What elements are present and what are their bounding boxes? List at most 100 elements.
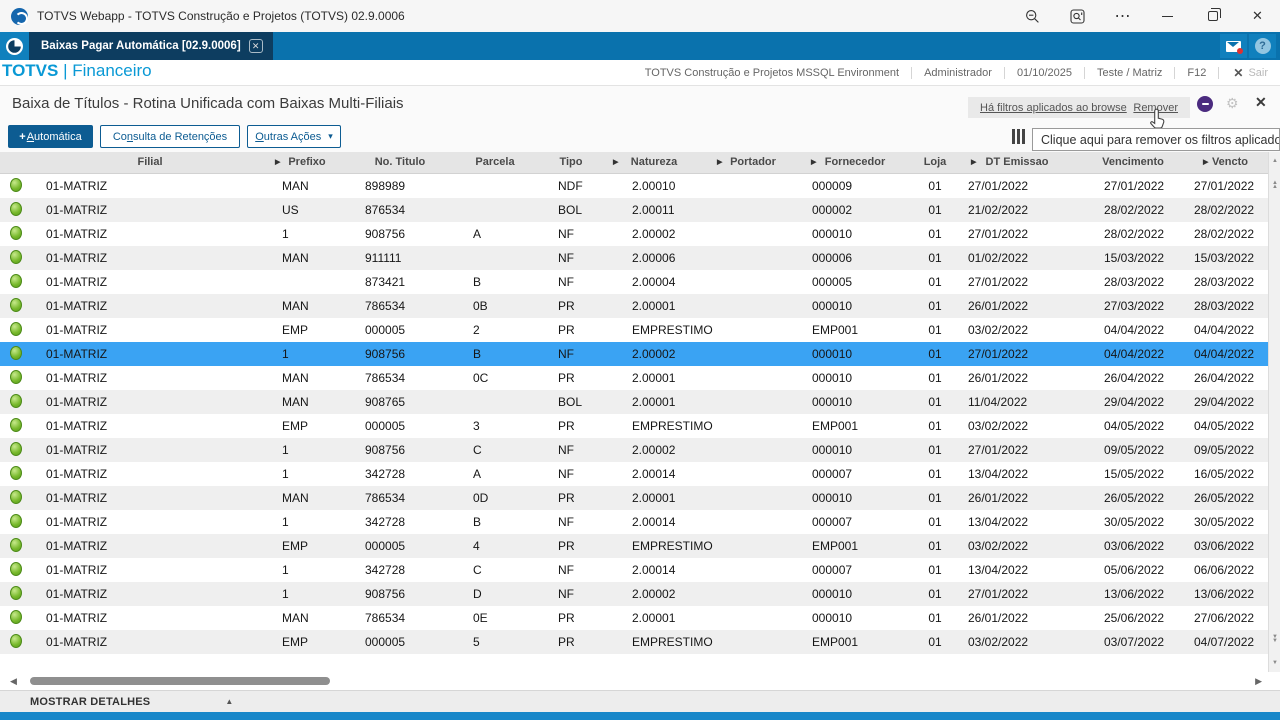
cell-vencto-real: 09/05/2022 [1192,438,1268,462]
table-row[interactable]: 01-MATRIZ1342728ANF2.000140000070113/04/… [0,462,1268,486]
scroll-left-icon[interactable]: ◀ [10,676,17,687]
column-header-status[interactable] [0,152,36,173]
scroll-right-icon[interactable]: ▶ [1255,676,1262,687]
column-header-vencimento[interactable]: Vencimento [1074,152,1192,173]
automatica-button[interactable]: +Automática [8,125,93,148]
table-row[interactable]: 01-MATRIZ1908756CNF2.000020000100127/01/… [0,438,1268,462]
table-row[interactable]: 01-MATRIZMAN7865340BPR2.000010000100126/… [0,294,1268,318]
purple-badge-icon[interactable] [1197,96,1213,112]
mostrar-detalhes-bar[interactable]: MOSTRAR DETALHES ▲ [0,690,1280,712]
column-header-filial[interactable]: Filial [36,152,264,173]
column-header-tipo[interactable]: Tipo [540,152,602,173]
cell-parcela: 2 [450,318,540,342]
tab-label: Baixas Pagar Automática [02.9.0006] [41,40,241,52]
cell-dt-emissao: 27/01/2022 [960,174,1074,198]
cell-fornecedor: 000007 [800,462,910,486]
cell-parcela: B [450,342,540,366]
page-up-icon[interactable]: ▲▲ [1269,178,1280,192]
table-row[interactable]: 01-MATRIZ1342728CNF2.000140000070113/04/… [0,558,1268,582]
cell-tipo: PR [540,414,602,438]
page-down-icon[interactable]: ▼▼ [1269,632,1280,646]
table-row[interactable]: 01-MATRIZEMP0000054PREMPRESTIMOEMP001010… [0,534,1268,558]
table-row[interactable]: 01-MATRIZMAN7865340DPR2.000010000100126/… [0,486,1268,510]
cell-portador [706,174,800,198]
minimize-button[interactable] [1145,0,1190,32]
column-header-no-titulo[interactable]: No. Titulo [350,152,450,173]
tab-baixas-pagar-automatica[interactable]: Baixas Pagar Automática [02.9.0006] ✕ [29,32,273,60]
cell-fornecedor: 000010 [800,390,910,414]
cell-dt-emissao: 27/01/2022 [960,342,1074,366]
column-header-portador[interactable]: ▶Portador [706,152,800,173]
table-row[interactable]: 01-MATRIZ873421BNF2.000040000050127/01/2… [0,270,1268,294]
table-row[interactable]: 01-MATRIZMAN908765BOL2.000010000100111/0… [0,390,1268,414]
table-row[interactable]: 01-MATRIZMAN7865340EPR2.000010000100126/… [0,606,1268,630]
outras-acoes-button[interactable]: Outras Ações ▾ [247,125,341,148]
column-config-icon[interactable] [1012,129,1025,144]
cell-parcela: B [450,270,540,294]
table-row[interactable]: 01-MATRIZMAN898989NDF2.000100000090127/0… [0,174,1268,198]
status-green-icon [10,250,22,264]
zoom-out-icon[interactable] [1010,0,1055,32]
cell-prefixo: MAN [264,246,350,270]
exit-button[interactable]: ✕ Sair [1219,66,1272,80]
cell-titulo: 908765 [350,390,450,414]
more-options-icon[interactable]: ⋯ [1100,0,1145,32]
bottom-accent-strip [0,712,1280,720]
vertical-scrollbar[interactable]: ▲ ▲▲ ▼▼ ▼ [1268,152,1280,672]
cell-portador [706,582,800,606]
scroll-down-icon[interactable]: ▼ [1269,656,1280,670]
cell-portador [706,414,800,438]
cell-fornecedor: 000007 [800,510,910,534]
horizontal-scrollbar[interactable]: ◀ ▶ [0,674,1280,688]
table-row[interactable]: 01-MATRIZUS876534BOL2.000110000020121/02… [0,198,1268,222]
help-icon[interactable]: ? [1249,34,1276,58]
cell-vencto-real: 16/05/2022 [1192,462,1268,486]
column-header-fornecedor[interactable]: ▶Fornecedor [800,152,910,173]
cell-vencto-real: 29/04/2022 [1192,390,1268,414]
column-header-loja[interactable]: Loja [910,152,960,173]
tab-close-icon[interactable]: ✕ [249,39,263,53]
cell-tipo: NF [540,558,602,582]
cell-tipo: BOL [540,390,602,414]
window-close-button[interactable]: ✕ [1235,0,1280,32]
table-row[interactable]: 01-MATRIZEMP0000052PREMPRESTIMOEMP001010… [0,318,1268,342]
table-row[interactable]: 01-MATRIZEMP0000055PREMPRESTIMOEMP001010… [0,630,1268,654]
column-header-prefixo[interactable]: ▶Prefixo [264,152,350,173]
restore-button[interactable] [1190,0,1235,32]
scroll-up-icon[interactable]: ▲ [1269,154,1280,168]
cell-tipo: NF [540,246,602,270]
consulta-retencoes-button[interactable]: Consulta de Retenções [100,125,240,148]
table-row[interactable]: 01-MATRIZMAN911111NF2.000060000060101/02… [0,246,1268,270]
cell-filial: 01-MATRIZ [36,294,264,318]
cell-portador [706,198,800,222]
gear-icon[interactable]: ⚙ [1226,95,1239,112]
notification-mail-icon[interactable] [1220,34,1247,58]
filters-applied-link[interactable]: Há filtros aplicados ao browse [980,102,1127,114]
cell-loja: 01 [910,294,960,318]
cell-natureza: 2.00002 [602,342,706,366]
cell-titulo: 786534 [350,294,450,318]
table-row[interactable]: 01-MATRIZ1342728BNF2.000140000070113/04/… [0,510,1268,534]
horizontal-scroll-thumb[interactable] [30,677,330,685]
table-row[interactable]: 01-MATRIZMAN7865340CPR2.000010000100126/… [0,366,1268,390]
column-header-vencto[interactable]: ▶Vencto [1192,152,1268,173]
column-header-parcela[interactable]: Parcela [450,152,540,173]
cell-vencto-real: 27/01/2022 [1192,174,1268,198]
routine-close-icon[interactable]: ✕ [1255,94,1267,111]
column-header-natureza[interactable]: ▶Natureza [602,152,706,173]
status-cell [0,366,36,390]
cell-vencimento: 28/02/2022 [1074,198,1192,222]
column-header-dt-emissao[interactable]: ▶DT Emissao [960,152,1074,173]
totvs-logo-icon[interactable] [0,32,29,60]
table-row[interactable]: 01-MATRIZEMP0000053PREMPRESTIMOEMP001010… [0,414,1268,438]
table-row[interactable]: 01-MATRIZ1908756ANF2.000020000100127/01/… [0,222,1268,246]
table-row[interactable]: 01-MATRIZ1908756DNF2.000020000100127/01/… [0,582,1268,606]
cell-fornecedor: 000010 [800,222,910,246]
status-green-icon [10,610,22,624]
cell-natureza: EMPRESTIMO [602,630,706,654]
table-row[interactable]: 01-MATRIZ1908756BNF2.000020000100127/01/… [0,342,1268,366]
environment-info: TOTVS Construção e Projetos MSSQL Enviro… [633,60,1272,85]
cell-titulo: 908756 [350,222,450,246]
find-in-window-icon[interactable] [1055,0,1100,32]
cell-vencto-real: 06/06/2022 [1192,558,1268,582]
